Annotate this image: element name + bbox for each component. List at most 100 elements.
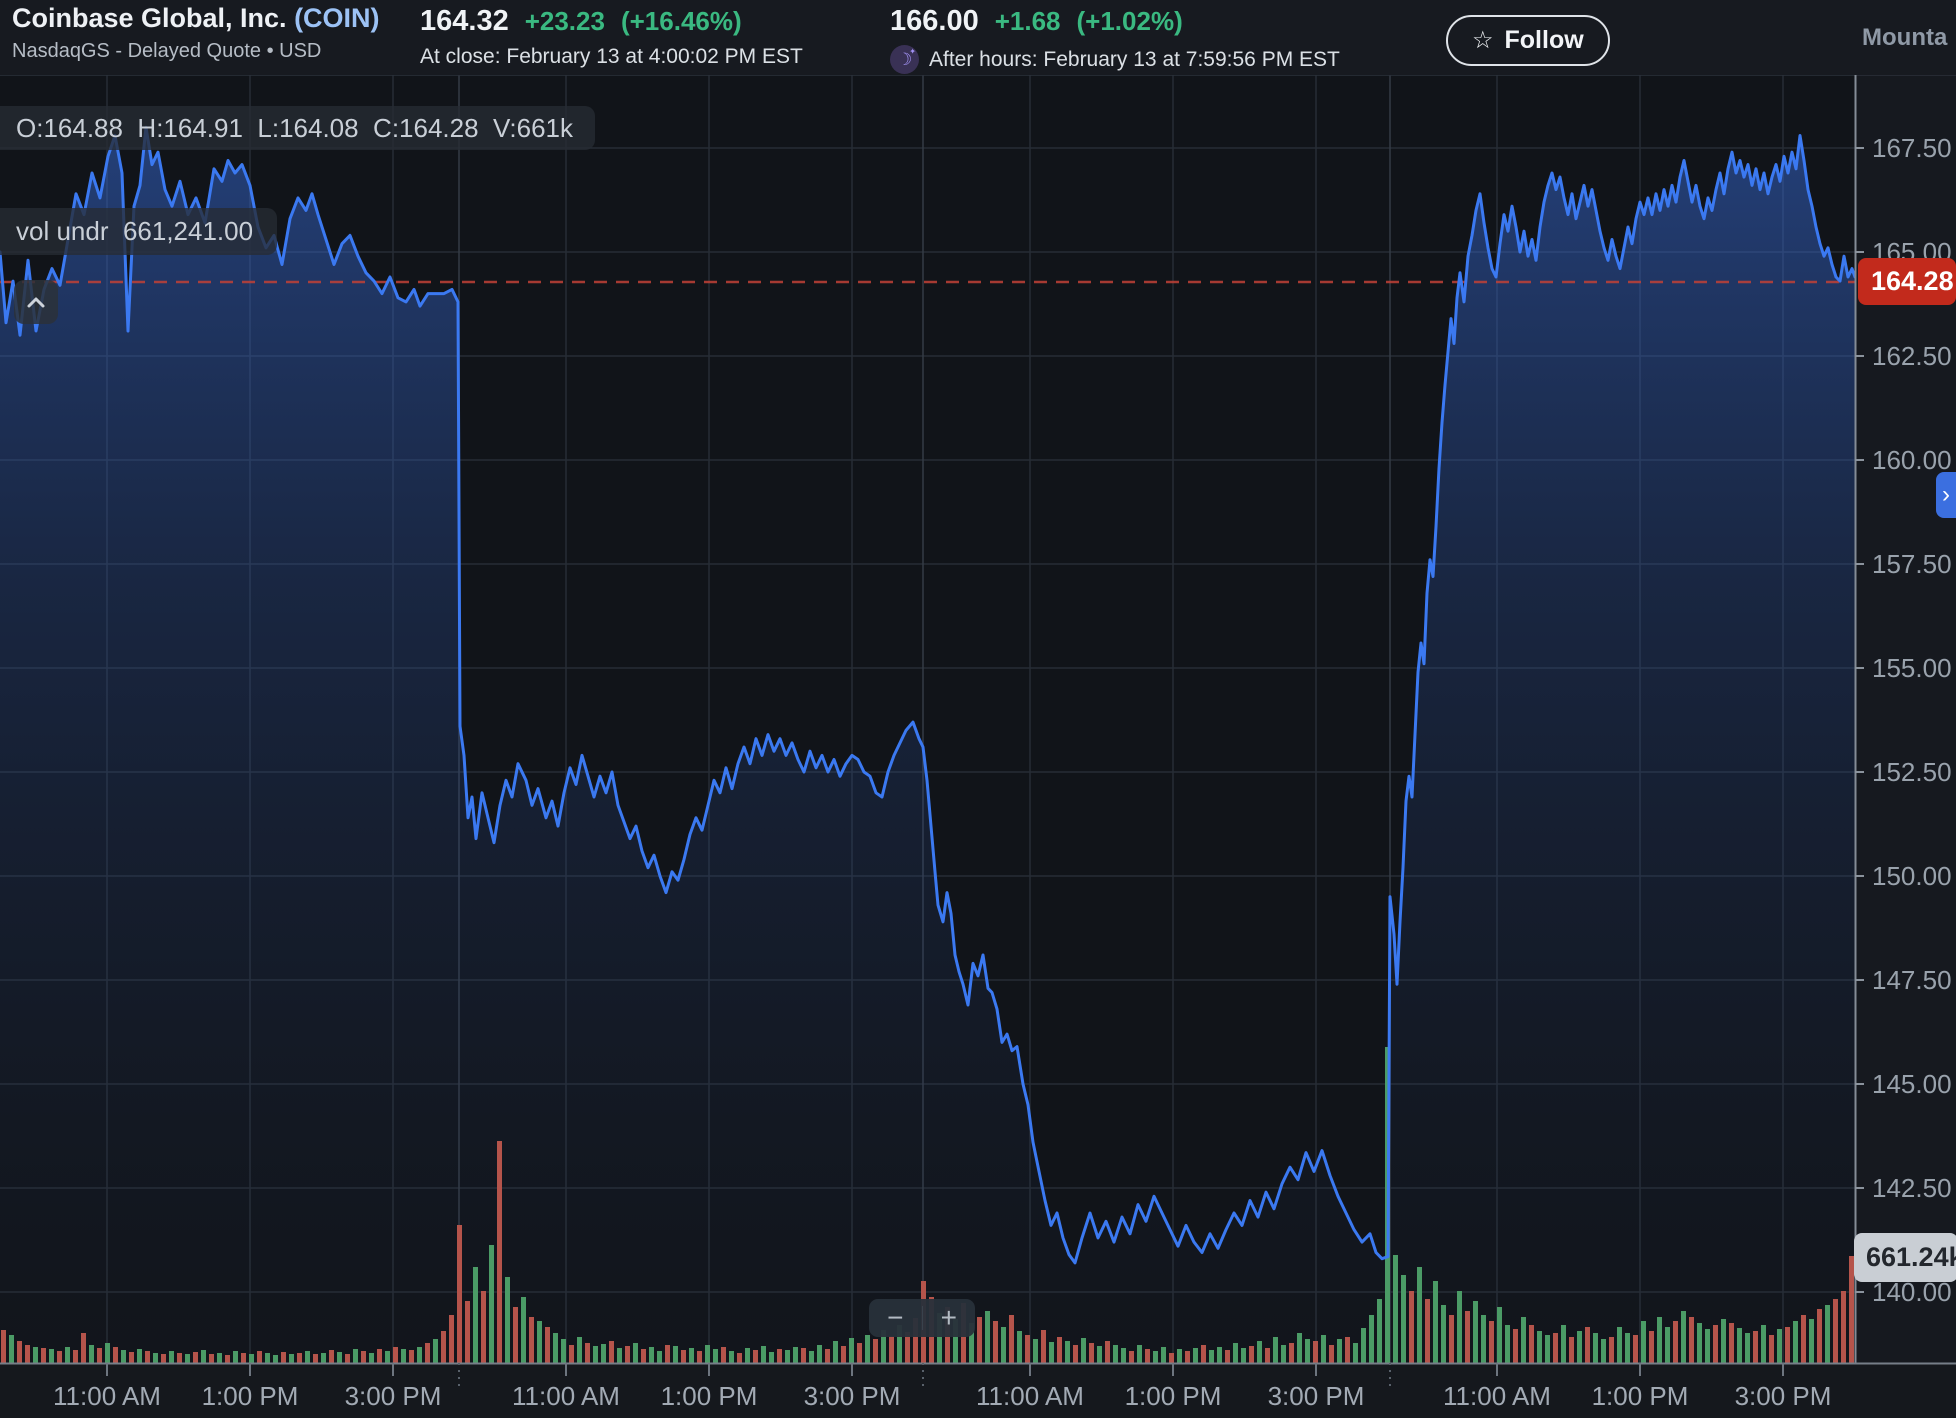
volume-bar (1609, 1337, 1614, 1363)
price-line (0, 125, 1857, 1265)
volume-bar (1521, 1317, 1526, 1363)
volume-bar (849, 1338, 854, 1363)
x-axis-tick-label: 1:00 PM (1125, 1381, 1222, 1411)
volume-bar (169, 1351, 174, 1363)
arrow-right-icon: › (1942, 481, 1950, 508)
after-hours-quote: 166.00 +1.68 (+1.02%) ☾ ✦ After hours: F… (890, 5, 1340, 74)
volume-bar (817, 1345, 822, 1363)
volume-bar (1265, 1348, 1270, 1363)
volume-bar (601, 1344, 606, 1363)
chart-type-selector[interactable]: Mounta (1862, 24, 1948, 51)
volume-bar (425, 1343, 430, 1363)
volume-bar (937, 1313, 942, 1363)
x-axis-tick-label: 1:00 PM (1592, 1381, 1689, 1411)
volume-bar (1737, 1328, 1742, 1363)
volume-bar (257, 1351, 262, 1363)
volume-bar (641, 1349, 646, 1363)
volume-bar (217, 1353, 222, 1363)
volume-bar (1825, 1305, 1830, 1363)
volume-bar (481, 1291, 486, 1363)
volume-bar (1025, 1335, 1030, 1363)
x-axis-tick-label: 1:00 PM (661, 1381, 758, 1411)
volume-bar (1465, 1311, 1470, 1363)
volume-bar (1841, 1291, 1846, 1363)
volume-bar (1313, 1341, 1318, 1363)
x-axis-tick-label: 11:00 AM (53, 1381, 161, 1411)
ohlc-readout: O:164.88 H:164.91 L:164.08 C:164.28 V:66… (0, 106, 595, 150)
volume-bar (737, 1353, 742, 1363)
volume-bar (57, 1351, 62, 1363)
volume-bar (313, 1354, 318, 1363)
volume-bar (1345, 1337, 1350, 1363)
zoom-out-button[interactable]: − (887, 1302, 904, 1333)
volume-bar (1545, 1335, 1550, 1363)
volume-bar (985, 1311, 990, 1363)
volume-bar (1081, 1338, 1086, 1363)
volume-bar (1817, 1309, 1822, 1363)
volume-bar (1449, 1315, 1454, 1363)
volume-bar (1849, 1256, 1854, 1363)
volume-bar (977, 1317, 982, 1363)
after-hours-change: +1.68 (994, 6, 1061, 36)
expand-panel-button[interactable]: › (1936, 472, 1956, 518)
after-hours-timestamp: After hours: February 13 at 7:59:56 PM E… (929, 47, 1340, 71)
volume-bar (1065, 1341, 1070, 1363)
volume-bar (1401, 1275, 1406, 1363)
zoom-in-button[interactable]: + (940, 1302, 957, 1333)
volume-bar (137, 1349, 142, 1363)
volume-bar (761, 1346, 766, 1363)
volume-bar (1393, 1255, 1398, 1363)
volume-bar (1177, 1349, 1182, 1363)
volume-bar (569, 1345, 574, 1363)
volume-bar (145, 1351, 150, 1363)
follow-button[interactable]: ☆ Follow (1446, 15, 1610, 66)
volume-bar (1361, 1328, 1366, 1363)
volume-bar (1289, 1343, 1294, 1363)
volume-bar (633, 1343, 638, 1363)
volume-bar (673, 1346, 678, 1363)
zoom-control: − + (869, 1299, 975, 1337)
volume-bar (1321, 1335, 1326, 1363)
volume-bar (1785, 1327, 1790, 1363)
volume-bar (385, 1351, 390, 1363)
volume-bar (1497, 1307, 1502, 1363)
at-close-timestamp: At close: February 13 at 4:00:02 PM EST (420, 45, 803, 68)
quote-header: Coinbase Global, Inc. (COIN) NasdaqGS - … (0, 0, 1956, 75)
sparkle-glyph: ✦ (909, 47, 916, 56)
volume-bar (681, 1350, 686, 1363)
volume-bar (993, 1321, 998, 1363)
volume-bar (265, 1353, 270, 1363)
volume-bar (897, 1325, 902, 1363)
volume-bar (1801, 1315, 1806, 1363)
volume-bar (1569, 1337, 1574, 1363)
volume-bar (1193, 1348, 1198, 1363)
volume-bar (793, 1347, 798, 1363)
y-axis-tick-label: 167.50 (1872, 133, 1952, 163)
volume-bar (889, 1336, 894, 1363)
chevron-up-icon (27, 297, 45, 308)
collapse-indicator-button[interactable] (14, 280, 58, 324)
follow-button-label: Follow (1504, 26, 1584, 54)
volume-bar (1225, 1350, 1230, 1363)
volume-bar (1329, 1345, 1334, 1363)
volume-bar (1017, 1331, 1022, 1363)
y-axis-tick-label: 162.50 (1872, 341, 1952, 371)
after-hours-moon-icon: ☾ ✦ (890, 45, 919, 74)
volume-bar (697, 1351, 702, 1363)
volume-bar (1713, 1325, 1718, 1363)
volume-bar (1337, 1339, 1342, 1363)
volume-bar (161, 1354, 166, 1363)
volume-bar (25, 1345, 30, 1363)
volume-bar (1001, 1327, 1006, 1363)
volume-bar (329, 1350, 334, 1363)
volume-bar (409, 1350, 414, 1363)
volume-bar (1777, 1329, 1782, 1363)
volume-bar (209, 1354, 214, 1363)
volume-bar (1105, 1341, 1110, 1363)
volume-bar (65, 1347, 70, 1363)
volume-bar (801, 1348, 806, 1363)
volume-bar (561, 1339, 566, 1363)
volume-bar (1, 1330, 6, 1363)
volume-bar (1577, 1331, 1582, 1363)
